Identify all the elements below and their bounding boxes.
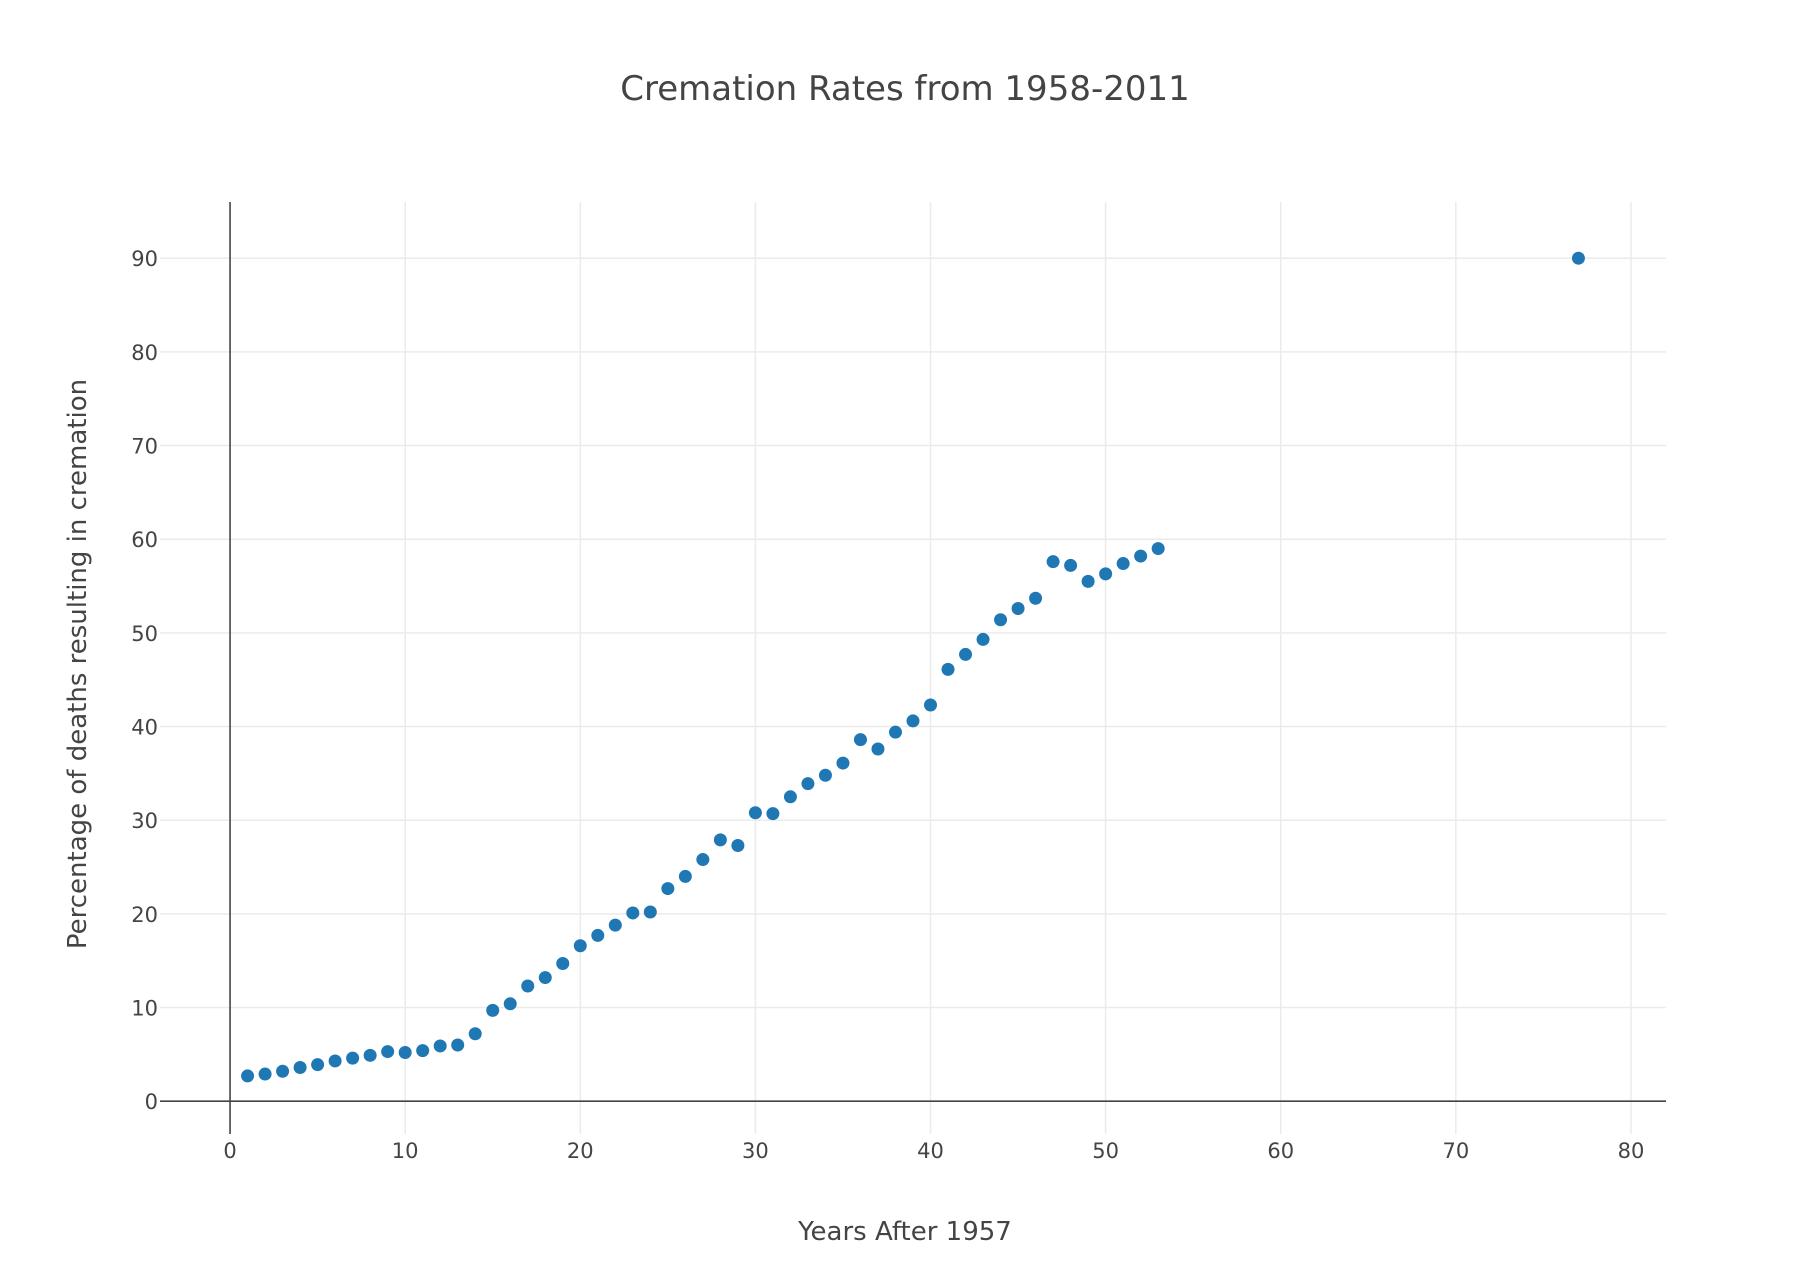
tick-labels: 0 10 20 30 40 50 60 70 80 0 10 20 30 40 50 60 70 80 90 — [131, 247, 1644, 1163]
x-axis-title: Years After 1957 — [797, 1217, 1012, 1247]
data-point[interactable] — [801, 777, 815, 791]
data-point[interactable] — [1029, 591, 1043, 605]
data-point[interactable] — [398, 1046, 412, 1060]
data-point[interactable] — [661, 882, 675, 896]
data-point[interactable] — [556, 957, 570, 971]
chart-title: Cremation Rates from 1958-2011 — [620, 69, 1190, 109]
data-point[interactable] — [328, 1054, 342, 1068]
data-point[interactable] — [924, 698, 938, 712]
data-point[interactable] — [853, 733, 867, 747]
data-point[interactable] — [766, 807, 780, 821]
data-point[interactable] — [433, 1039, 447, 1053]
data-point[interactable] — [1099, 567, 1113, 581]
data-point[interactable] — [1571, 251, 1585, 265]
data-point[interactable] — [451, 1038, 465, 1052]
grid-lines — [160, 202, 1666, 1134]
data-point[interactable] — [311, 1058, 325, 1072]
data-point[interactable] — [871, 742, 885, 756]
data-point[interactable] — [941, 662, 955, 676]
data-point[interactable] — [906, 714, 920, 728]
data-point[interactable] — [241, 1069, 255, 1083]
data-point[interactable] — [468, 1027, 482, 1041]
x-tick-label: 30 — [742, 1139, 769, 1163]
data-point[interactable] — [1116, 557, 1130, 571]
data-point[interactable] — [836, 756, 850, 770]
data-point[interactable] — [608, 918, 622, 932]
data-point[interactable] — [994, 613, 1008, 627]
data-point[interactable] — [626, 906, 640, 920]
data-point[interactable] — [363, 1048, 377, 1062]
data-point[interactable] — [959, 647, 973, 661]
data-point[interactable] — [748, 806, 762, 820]
data-point[interactable] — [731, 839, 745, 853]
y-axis-title: Percentage of deaths resulting in cremat… — [63, 379, 93, 949]
data-point[interactable] — [276, 1064, 290, 1078]
y-tick-label: 70 — [131, 435, 158, 459]
y-tick-label: 10 — [131, 997, 158, 1021]
data-point[interactable] — [381, 1045, 395, 1059]
axes — [160, 202, 1666, 1134]
x-tick-label: 60 — [1267, 1139, 1294, 1163]
y-tick-label: 0 — [145, 1090, 158, 1114]
data-point[interactable] — [258, 1067, 272, 1081]
data-point[interactable] — [1134, 549, 1148, 563]
data-point[interactable] — [1081, 574, 1095, 588]
data-point[interactable] — [888, 725, 902, 739]
y-tick-label: 30 — [131, 809, 158, 833]
data-point[interactable] — [416, 1044, 430, 1058]
y-tick-label: 50 — [131, 622, 158, 646]
y-tick-label: 40 — [131, 716, 158, 740]
data-point[interactable] — [678, 869, 692, 883]
data-point[interactable] — [486, 1003, 500, 1017]
data-point[interactable] — [346, 1051, 360, 1065]
data-point[interactable] — [783, 790, 797, 804]
y-tick-label: 60 — [131, 528, 158, 552]
data-point[interactable] — [293, 1060, 307, 1074]
x-tick-label: 70 — [1442, 1139, 1469, 1163]
data-point[interactable] — [818, 768, 832, 782]
y-tick-label: 90 — [131, 247, 158, 271]
data-points — [241, 251, 1585, 1083]
x-tick-label: 40 — [917, 1139, 944, 1163]
data-point[interactable] — [1151, 542, 1165, 556]
data-point[interactable] — [521, 979, 535, 993]
x-tick-label: 0 — [223, 1139, 236, 1163]
x-tick-label: 20 — [567, 1139, 594, 1163]
data-point[interactable] — [573, 939, 587, 953]
data-point[interactable] — [538, 971, 552, 985]
x-tick-label: 50 — [1092, 1139, 1119, 1163]
data-point[interactable] — [1011, 602, 1025, 616]
data-point[interactable] — [1064, 558, 1078, 572]
data-point[interactable] — [503, 997, 517, 1011]
data-point[interactable] — [713, 833, 727, 847]
data-point[interactable] — [1046, 555, 1060, 569]
x-tick-label: 80 — [1618, 1139, 1645, 1163]
y-tick-label: 20 — [131, 903, 158, 927]
data-point[interactable] — [591, 928, 605, 942]
data-point[interactable] — [643, 905, 657, 919]
y-tick-label: 80 — [131, 341, 158, 365]
x-tick-label: 10 — [392, 1139, 419, 1163]
data-point[interactable] — [696, 853, 710, 867]
data-point[interactable] — [976, 632, 990, 646]
